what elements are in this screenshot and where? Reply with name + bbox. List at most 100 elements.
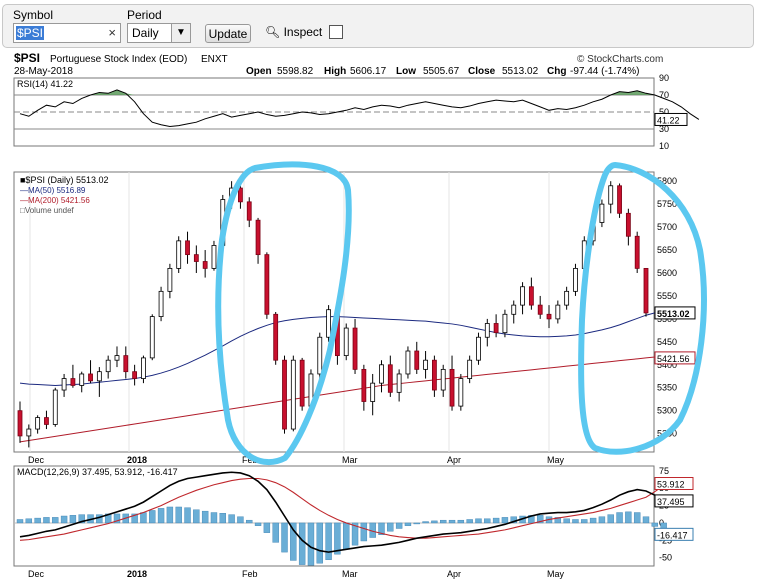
candle [317,332,323,379]
ma200-tag: 5421.56 [657,354,690,364]
candle [105,355,111,379]
candle [61,373,67,397]
header-ticker: $PSI [14,51,40,65]
macd-histogram-bar [343,522,350,550]
macd-value-tag: -16.417 [657,530,688,540]
update-button[interactable]: Update [205,24,251,43]
candle-body [44,417,49,425]
macd-histogram-bar [281,522,288,553]
legend-price: ■$PSI (Daily) 5513.02 [20,175,108,185]
candle [79,371,85,393]
candle [484,318,490,347]
macd-histogram-bar [589,517,597,524]
open-label: Open [246,66,272,77]
macd-histogram-bar [581,519,588,524]
header-date: 28-May-2018 [14,66,73,77]
close-tag: 5513.02 [657,309,690,319]
candle-body [387,364,393,393]
macd-histogram-bar [149,510,156,524]
clear-icon[interactable]: × [108,25,116,40]
macd-histogram-bar [642,516,650,524]
rsi-overbought-fill [20,89,699,95]
macd-histogram-bar [69,515,77,524]
inspect-checkbox[interactable] [329,25,343,39]
candle-body [476,336,481,361]
candle-body [431,359,437,391]
candle-body [396,373,402,393]
macd-title: MACD(12,26,9) 37.495, 53.912, -16.417 [17,467,178,477]
period-select[interactable]: Daily ▼ [127,23,191,43]
candle-body [158,290,164,317]
macd-x-label: May [547,569,565,579]
candle [396,369,402,402]
price-tick-label: 5350 [657,383,677,393]
candle-body [493,323,499,334]
candle-body [599,203,605,223]
macd-histogram-bar [475,518,482,524]
price-x-label: Apr [447,455,461,465]
macd-histogram-bar [43,517,50,524]
ma50-line [19,310,664,386]
annotations [215,161,707,466]
macd-histogram-bar [395,522,403,529]
candle-body [52,389,58,425]
candle-body [537,304,543,315]
candle [520,282,525,315]
macd-histogram-bar [34,517,41,524]
symbol-input[interactable]: $PSI × [13,23,121,43]
close-value: 5513.02 [502,66,539,77]
price-panel-frame [13,171,655,453]
candle-body [185,240,190,256]
candle [17,401,23,443]
candle-body [26,428,32,437]
candle-body [123,355,129,373]
candle-body [608,185,614,205]
inspect-label: Inspect [283,25,323,39]
candle [502,309,508,338]
symbol-input-value[interactable]: $PSI [16,26,45,40]
candle-body [343,327,349,357]
rsi-line [19,89,700,127]
candle-body [317,336,323,375]
candle-body [370,382,376,402]
candle-body [546,313,552,320]
candle-body [326,309,331,338]
candle-body [520,286,525,306]
highlight-ellipse-may [578,162,707,455]
price-tick-label: 5300 [657,406,677,416]
candle-body [79,373,85,386]
macd-x-label: Feb [242,569,258,579]
inspect-toggle[interactable]: 🔍︎ Inspect [265,25,322,39]
candle-body [625,212,631,237]
candle [643,267,649,317]
candle-body [149,316,155,359]
candle-body [405,350,411,375]
macd-panel-frame [13,465,655,567]
macd-histogram-bar [210,512,218,524]
macd-histogram-bar [360,522,368,542]
rsi-panel: 10 30 50 70 90 RSI(14) 41.22 41.22 [13,73,700,151]
candle [35,415,41,434]
candle [617,183,622,218]
candle [414,341,420,374]
macd-histogram-bar [140,512,147,524]
macd-histogram-bar [272,522,279,543]
candle [555,300,561,324]
candle-body [273,313,279,361]
chevron-down-icon[interactable]: ▼ [171,24,190,42]
rsi-tick-label: 30 [659,124,669,134]
candle [476,332,481,365]
period-select-value[interactable]: Daily [132,26,159,40]
macd-histogram-bar [201,510,209,524]
candle-body [458,378,464,407]
candle-body [528,286,534,306]
macd-histogram-bar [184,507,191,524]
candle-body [141,357,146,379]
price-tick-label: 5600 [657,268,677,278]
candle [52,387,58,427]
candle-body [440,368,446,391]
candle [176,236,182,273]
candle [167,263,173,299]
candle-body [246,201,252,221]
header-source: © StockCharts.com [577,54,663,65]
